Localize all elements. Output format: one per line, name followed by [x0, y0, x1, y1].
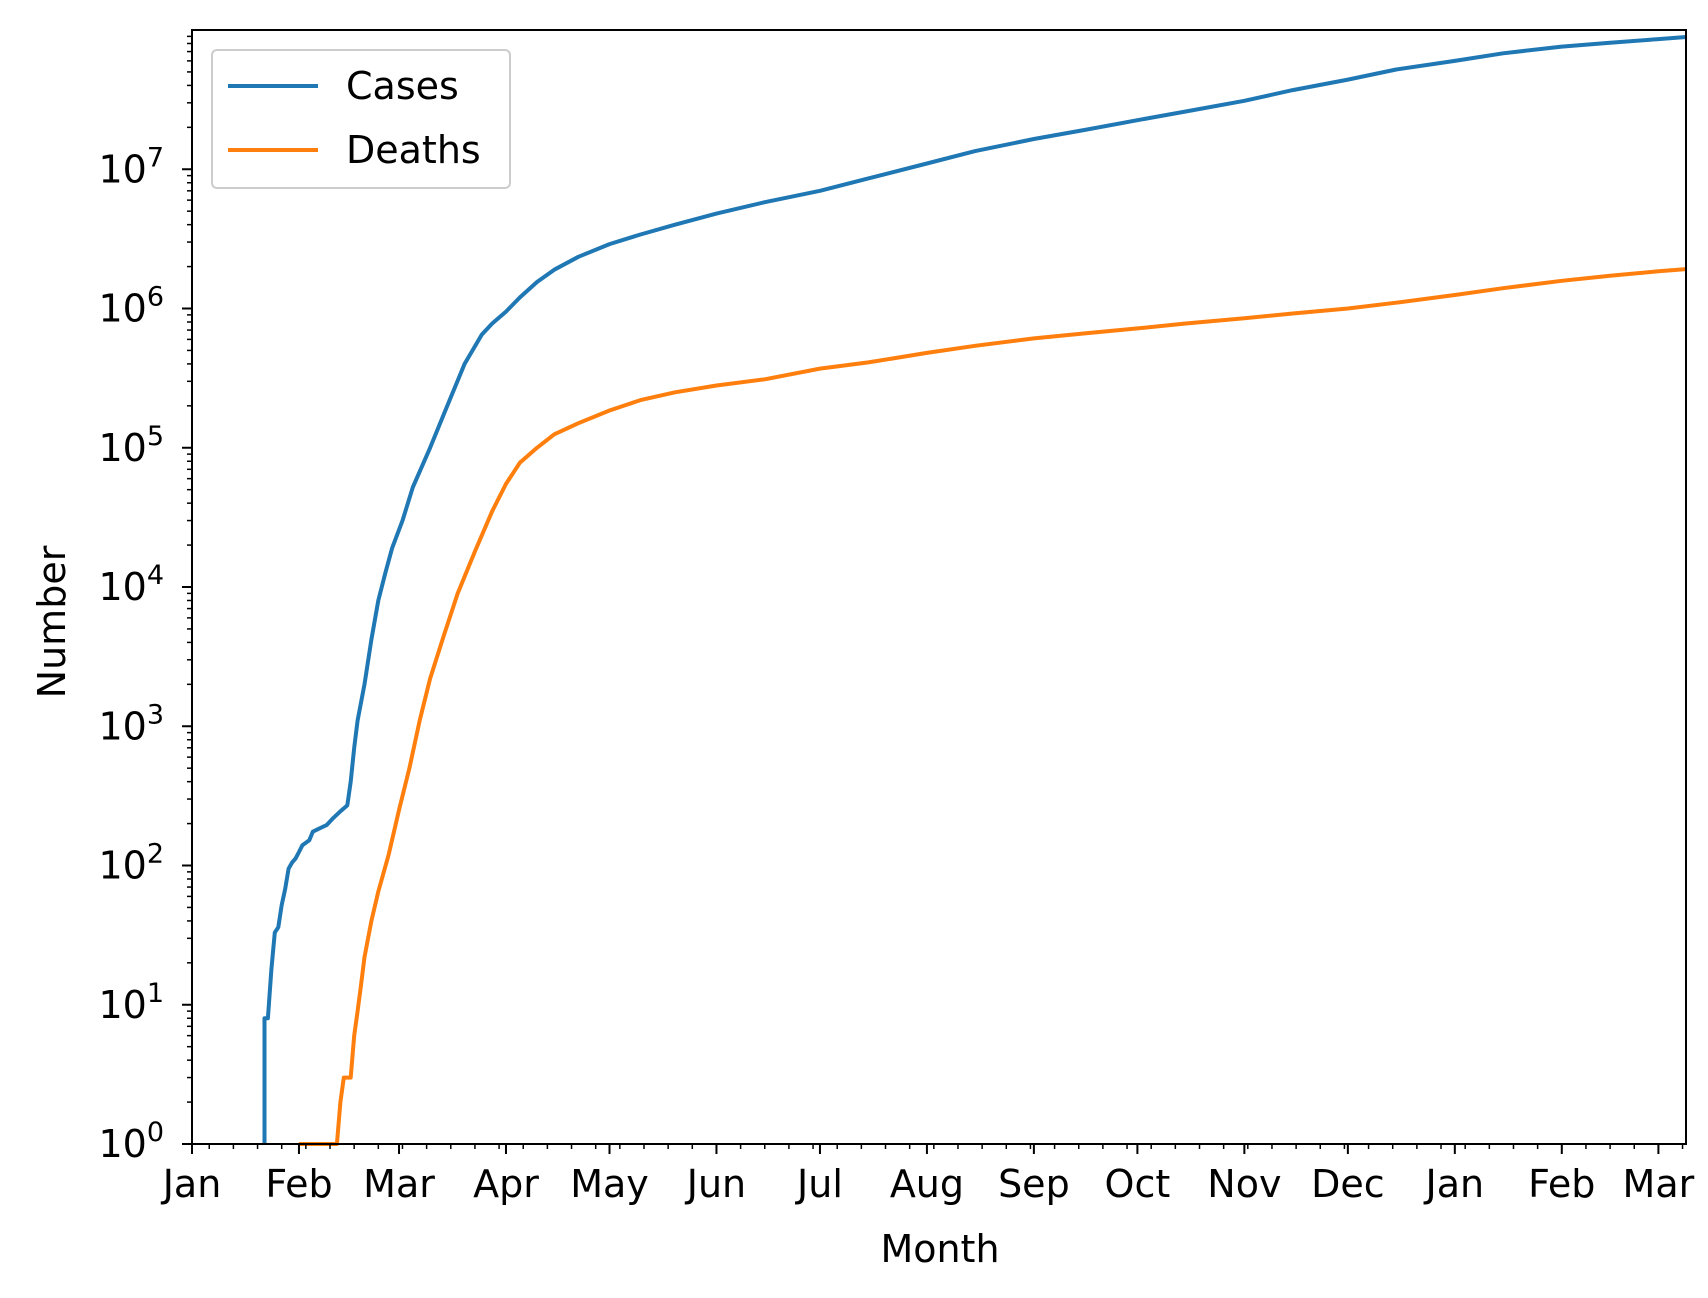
x-tick-label: Feb	[265, 1162, 332, 1206]
x-tick-label: Apr	[473, 1162, 539, 1206]
y-tick-label: 107	[98, 142, 164, 191]
series-layer	[262, 35, 1687, 1146]
plot-frame	[191, 29, 1687, 1145]
x-tick-label: Mar	[1623, 1162, 1695, 1206]
x-axis-label: Month	[880, 1227, 999, 1271]
y-tick-label: 100	[98, 1117, 164, 1166]
series-line-deaths	[299, 267, 1687, 1146]
y-tick-label: 105	[98, 421, 164, 470]
y-tick-label: 101	[98, 978, 164, 1027]
legend-label-deaths: Deaths	[346, 128, 481, 172]
x-tick-label: May	[570, 1162, 649, 1206]
x-tick-label: Jul	[795, 1162, 843, 1206]
y-axis-label: Number	[30, 545, 74, 698]
y-tick-label: 106	[98, 282, 164, 331]
legend-label-cases: Cases	[346, 64, 459, 108]
axes-layer: 100 101 102 103 104 105 106 107 Jan Feb Mar Apr May J…	[98, 29, 1695, 1206]
x-tick-label: Jan	[161, 1162, 222, 1206]
x-tick-label: Dec	[1311, 1162, 1385, 1206]
legend: Cases Deaths	[211, 49, 511, 189]
y-tick-label: 103	[98, 699, 164, 748]
x-tick-label: Mar	[363, 1162, 435, 1206]
x-tick-label: Jan	[1424, 1162, 1485, 1206]
x-tick-label: Oct	[1105, 1162, 1171, 1206]
x-tick-label: Nov	[1207, 1162, 1281, 1206]
y-tick-label: 102	[98, 839, 164, 888]
x-tick-label: Aug	[890, 1162, 964, 1206]
series-line-cases	[262, 35, 1687, 1144]
x-tick-label: Feb	[1528, 1162, 1595, 1206]
x-tick-label: Jun	[685, 1162, 746, 1206]
x-tick-label: Sep	[998, 1162, 1070, 1206]
y-tick-label: 104	[98, 560, 164, 609]
